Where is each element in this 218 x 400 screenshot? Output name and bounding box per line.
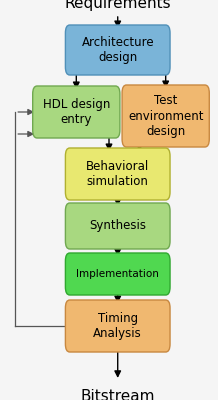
Text: Bitstream: Bitstream [80,389,155,400]
Text: Behavioral
simulation: Behavioral simulation [86,160,149,188]
Text: Timing
Analysis: Timing Analysis [93,312,142,340]
Text: Requirements: Requirements [64,0,171,11]
FancyBboxPatch shape [65,25,170,75]
FancyBboxPatch shape [65,148,170,200]
FancyBboxPatch shape [33,86,120,138]
Text: Synthesis: Synthesis [89,220,146,232]
FancyBboxPatch shape [65,300,170,352]
Text: Test
environment
design: Test environment design [128,94,203,138]
FancyBboxPatch shape [122,85,209,147]
FancyBboxPatch shape [65,253,170,295]
Text: Implementation: Implementation [76,269,159,279]
FancyBboxPatch shape [65,203,170,249]
Text: HDL design
entry: HDL design entry [43,98,110,126]
Text: Architecture
design: Architecture design [81,36,154,64]
